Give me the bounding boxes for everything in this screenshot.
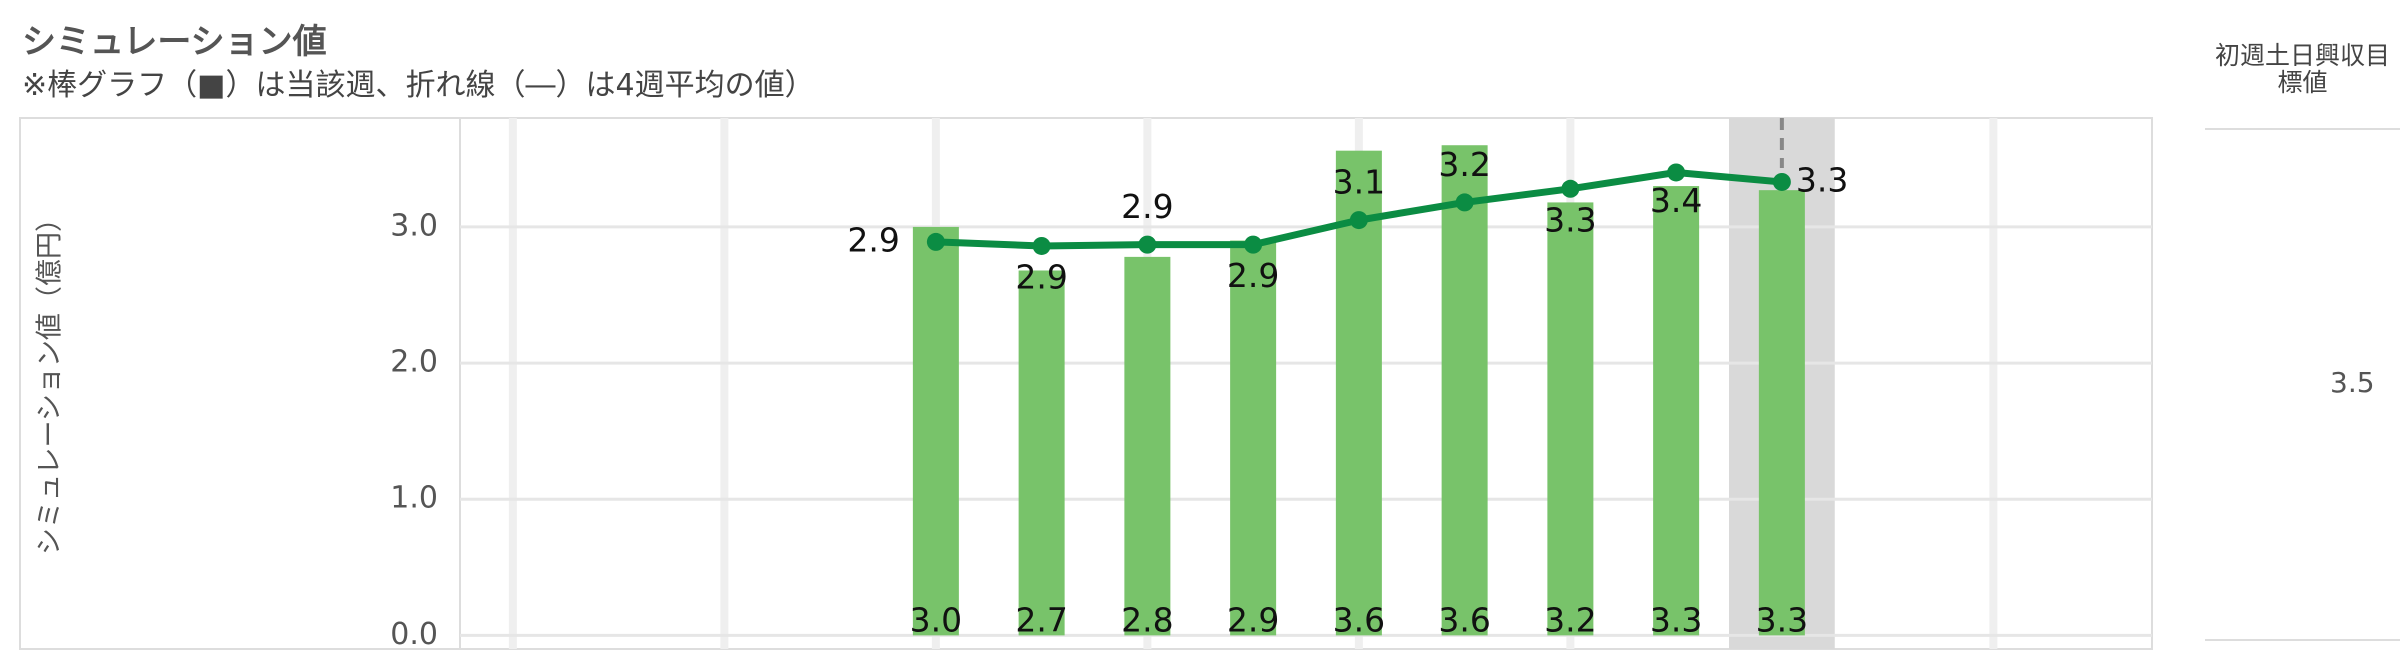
chart-frame [19, 117, 2153, 650]
bar-value-label: 2.7 [1015, 601, 1067, 640]
bar [1018, 270, 1065, 636]
line-point [1032, 236, 1051, 255]
line-point [1667, 163, 1686, 182]
bar-value-label: 3.3 [1756, 601, 1808, 640]
bar [912, 226, 959, 636]
bar-value-label: 3.0 [910, 601, 962, 640]
line-value-label: 3.3 [1796, 160, 1848, 199]
title: シミュレーション値 [22, 22, 327, 62]
target-label: 初週土日興収目標値 [2214, 41, 2390, 97]
bar [1124, 256, 1171, 636]
bar-value-label: 3.2 [1544, 601, 1596, 640]
line-value-label: 3.4 [1650, 181, 1702, 220]
bar-value-label: 2.9 [1227, 601, 1279, 640]
line-value-label: 3.3 [1544, 200, 1596, 239]
line-value-label: 2.9 [1227, 256, 1279, 295]
line-point [1349, 211, 1368, 230]
line-point [926, 232, 945, 251]
line-point [1561, 179, 1580, 198]
bar-value-label: 3.6 [1333, 601, 1385, 640]
bar-value-label: 3.6 [1438, 601, 1490, 640]
bar [1758, 190, 1805, 636]
y-tick-label: 3.0 [390, 208, 438, 243]
target-value: 3.5 [2330, 366, 2375, 399]
line-value-label: 2.9 [1015, 257, 1067, 296]
line-value-label: 3.2 [1438, 145, 1490, 184]
line-point [1138, 235, 1157, 254]
line-point [1772, 172, 1791, 191]
bar [1441, 145, 1488, 636]
line-value-label: 3.1 [1333, 163, 1385, 202]
line-point [1455, 193, 1474, 212]
line-value-label: 2.9 [1121, 187, 1173, 226]
bar [1547, 202, 1594, 636]
bar [1335, 150, 1382, 636]
bar [1230, 240, 1277, 636]
line-point [1244, 235, 1263, 254]
bar-value-label: 3.3 [1650, 601, 1702, 640]
line-value-label: 2.9 [847, 220, 899, 259]
y-tick-label: 0.0 [390, 617, 438, 652]
bar [1653, 186, 1700, 636]
y-tick-label: 1.0 [390, 481, 438, 516]
y-axis-title: シミュレーション値（億円） [35, 205, 66, 555]
y-tick-label: 2.0 [390, 345, 438, 380]
bar-value-label: 2.8 [1121, 601, 1173, 640]
subtitle: ※棒グラフ（■）は当該週、折れ線（―）は4週平均の値） [22, 68, 815, 103]
